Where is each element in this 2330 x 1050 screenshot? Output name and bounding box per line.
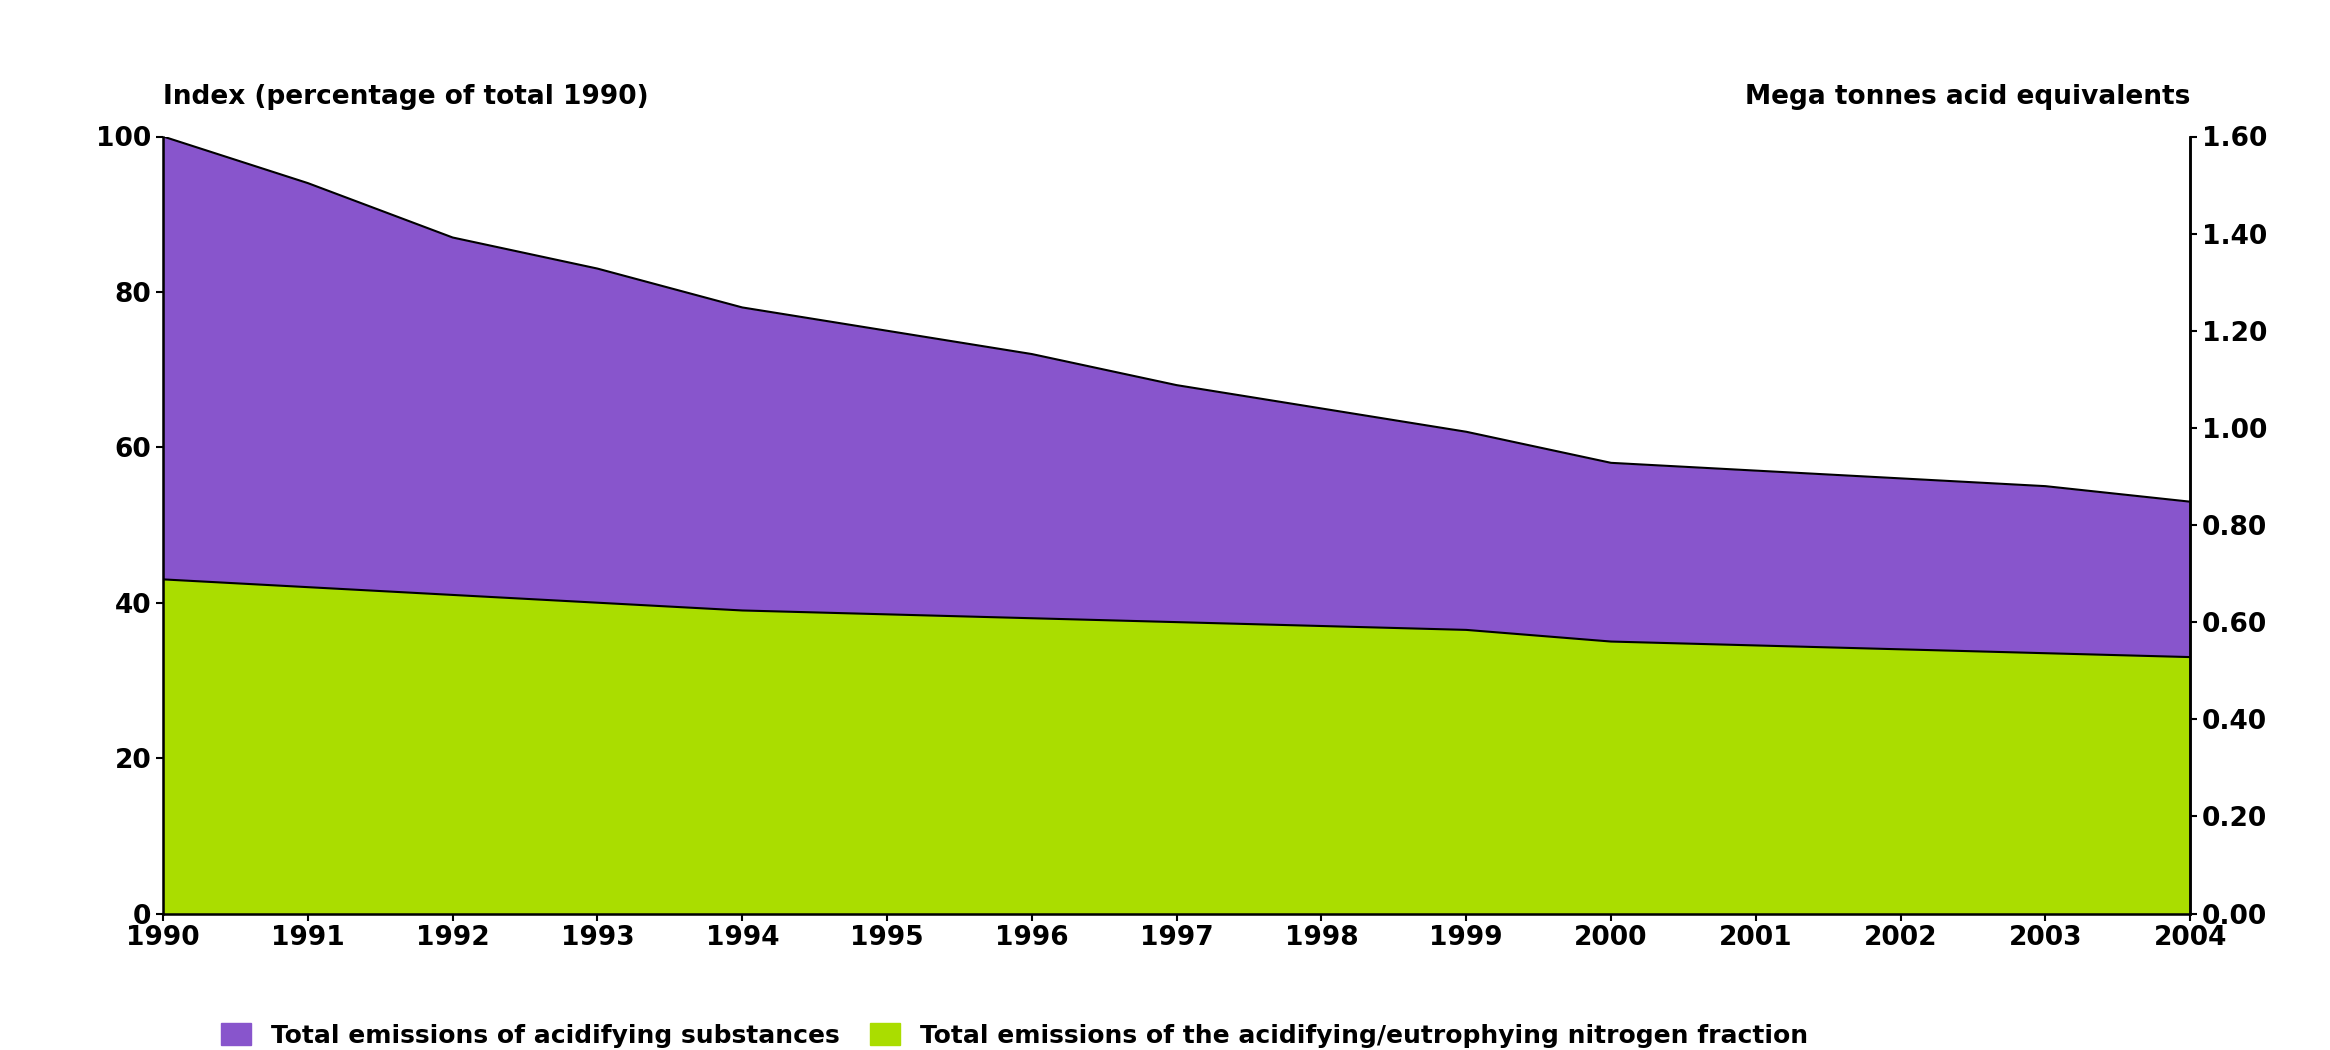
- Legend: Total emissions of acidifying substances, Total emissions of the acidifying/eutr: Total emissions of acidifying substances…: [214, 1015, 1815, 1050]
- Text: Index (percentage of total 1990): Index (percentage of total 1990): [163, 84, 648, 110]
- Text: Mega tonnes acid equivalents: Mega tonnes acid equivalents: [1745, 84, 2190, 110]
